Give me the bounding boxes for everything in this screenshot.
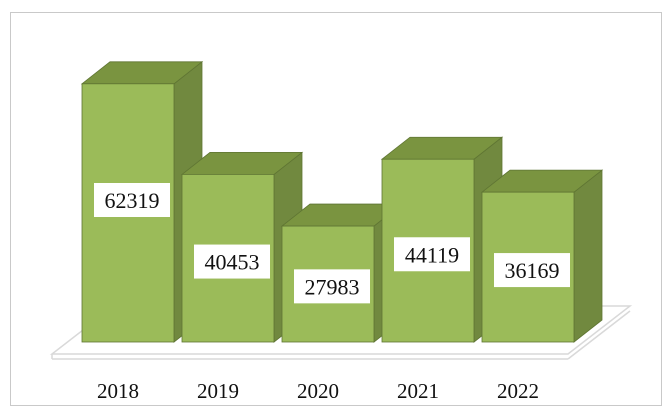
x-tick-label-2020: 2020 [297,379,339,403]
data-label-2018: 62319 [94,183,170,218]
data-label-value: 62319 [105,188,160,213]
bar-side-face [573,169,603,343]
data-label-value: 44119 [405,242,459,267]
data-label-box [94,183,170,218]
x-tick-label-2019: 2019 [197,379,239,403]
data-label-box [394,237,470,272]
data-label-2021: 44119 [394,237,470,272]
data-label-2020: 27983 [294,269,370,304]
data-label-2022: 36169 [494,253,570,288]
data-label-box [194,244,270,279]
data-label-2019: 40453 [194,244,270,279]
data-label-box [494,253,570,288]
data-label-value: 36169 [505,258,560,283]
data-label-value: 40453 [205,250,260,275]
x-tick-label-2018: 2018 [97,379,139,403]
x-axis-tick-labels: 2018 2019 2020 2021 2022 [97,379,539,403]
x-tick-label-2021: 2021 [397,379,439,403]
data-label-value: 27983 [305,274,360,299]
data-label-box [294,269,370,304]
x-tick-label-2022: 2022 [497,379,539,403]
floor-edge [567,310,631,360]
data-labels-group: 62319 40453 27983 44119 36169 [94,183,570,304]
